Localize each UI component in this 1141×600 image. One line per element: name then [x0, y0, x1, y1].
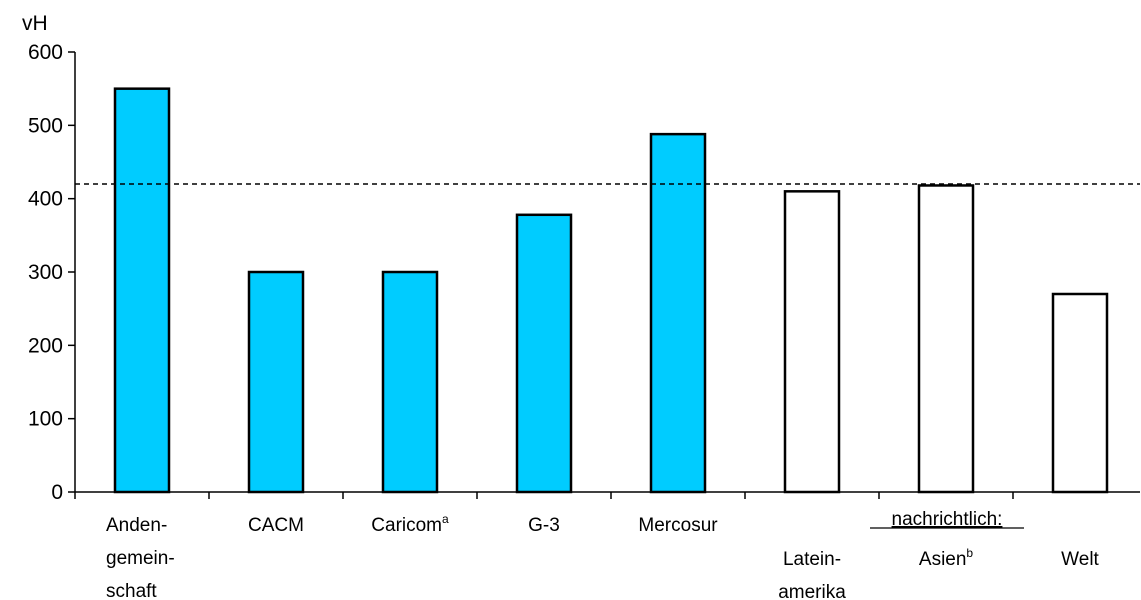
bar — [515, 213, 573, 494]
bar — [1051, 292, 1109, 494]
y-tick-label: 100 — [28, 408, 63, 431]
y-axis-label: vH — [22, 12, 48, 35]
y-tick-label: 600 — [28, 41, 63, 64]
category-label: CACM — [248, 515, 304, 536]
category-label: Welt — [1061, 549, 1099, 570]
category-label: Anden- — [106, 515, 167, 536]
bar — [649, 132, 707, 494]
bar — [381, 270, 439, 494]
bars — [113, 87, 1109, 494]
category-label: Mercosur — [638, 515, 718, 536]
bar — [917, 184, 975, 494]
category-label: G-3 — [528, 515, 560, 536]
category-label: amerika — [778, 582, 846, 600]
y-tick-label: 400 — [28, 188, 63, 211]
y-tick-label: 300 — [28, 261, 63, 284]
note-label: nachrichtlich: — [892, 509, 1003, 530]
bar — [783, 190, 841, 494]
category-label: gemein- — [106, 548, 175, 569]
x-axis — [74, 491, 1140, 499]
category-labels: Anden-gemein-schaft CACM Caricoma G-3 Mercos… — [106, 512, 1100, 600]
category-label: Latein- — [783, 549, 841, 570]
category-label: schaft — [106, 581, 157, 600]
bar — [247, 270, 305, 494]
bar — [113, 87, 171, 494]
y-tick-label: 500 — [28, 114, 63, 137]
category-label: Asienb — [919, 546, 974, 570]
y-tick-label: 200 — [28, 334, 63, 357]
category-label: Caricoma — [371, 512, 449, 536]
y-tick-label: 0 — [51, 481, 63, 504]
y-axis: 0 100 200 300 400 500 600 — [28, 41, 76, 504]
